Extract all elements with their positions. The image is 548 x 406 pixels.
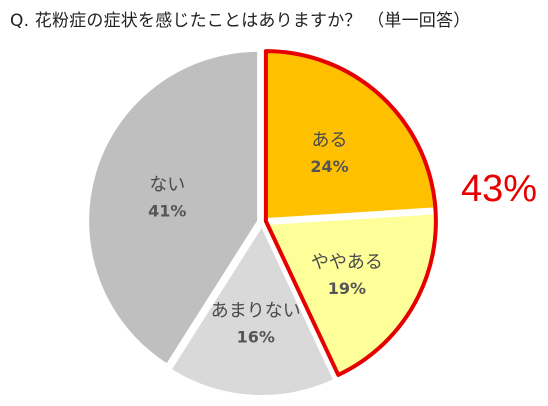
slice-value-0: 24% xyxy=(310,157,348,176)
slice-label-2: あまりない xyxy=(211,300,301,321)
pie-slice-3 xyxy=(87,49,260,366)
slice-value-2: 16% xyxy=(237,327,275,346)
slice-label-3: ない xyxy=(149,174,185,195)
slice-value-3: 41% xyxy=(148,201,186,220)
pie-labels: ある 24% ややある 19% あまりない 16% ない 41% xyxy=(148,130,383,346)
pie-slice-2 xyxy=(169,223,336,397)
slice-value-1: 19% xyxy=(328,279,366,298)
slice-label-0: ある xyxy=(311,130,347,151)
pie-slices xyxy=(87,48,438,397)
question-title: Q. 花粉症の症状を感じたことはありますか？ （単一回答） xyxy=(10,11,471,31)
slice-label-1: ややある xyxy=(311,252,383,273)
highlight-total-label: 43% xyxy=(461,168,537,210)
highlight-outline xyxy=(263,49,438,377)
